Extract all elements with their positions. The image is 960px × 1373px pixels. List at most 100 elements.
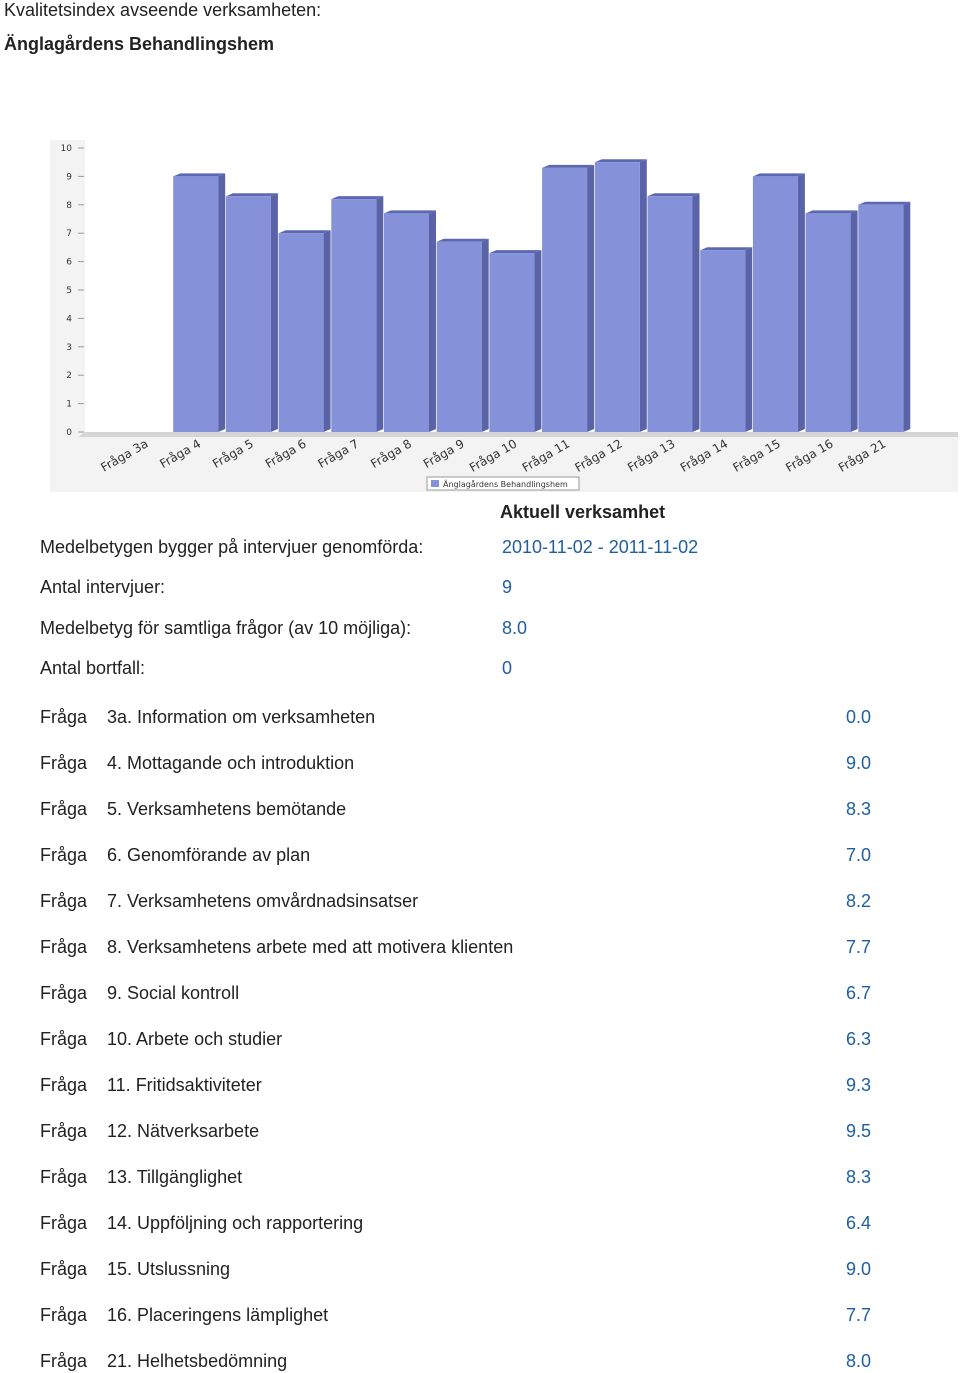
- bar-top: [700, 247, 753, 251]
- question-prefix: Fråga: [40, 983, 88, 1003]
- bar-side: [323, 230, 331, 432]
- y-tick-label: 3: [66, 343, 72, 353]
- bar: [542, 167, 588, 432]
- question-value: 9.3: [846, 1075, 872, 1095]
- column-header: Aktuell verksamhet: [500, 502, 666, 522]
- summary-value: 9: [502, 577, 513, 598]
- bar: [436, 241, 482, 432]
- bar-top: [173, 173, 226, 177]
- question-value: 7.7: [846, 937, 872, 957]
- bar-side: [639, 159, 647, 432]
- y-tick-label: 10: [61, 144, 73, 154]
- question-value: 7.0: [846, 845, 872, 865]
- question-value: 9.0: [846, 753, 872, 773]
- bar-side: [534, 250, 542, 432]
- bar: [594, 162, 640, 432]
- question-prefix: Fråga: [40, 937, 88, 957]
- summary-value: 0: [502, 657, 513, 678]
- y-tick-label: 5: [66, 286, 72, 296]
- y-tick-label: 1: [66, 400, 72, 410]
- bar: [805, 213, 851, 432]
- bar: [752, 176, 798, 432]
- summary-label: Medelbetyg för samtliga frågor (av 10 mö…: [40, 617, 412, 638]
- question-label: 6. Genomförande av plan: [107, 845, 311, 865]
- bar-side: [797, 173, 805, 432]
- summary-label: Antal bortfall:: [40, 657, 146, 678]
- question-prefix: Fråga: [40, 1121, 88, 1141]
- bar-side: [429, 210, 436, 432]
- bar-side: [850, 210, 858, 432]
- question-prefix: Fråga: [40, 845, 88, 865]
- question-value: 7.7: [846, 1305, 872, 1325]
- bar: [331, 199, 377, 432]
- question-prefix: Fråga: [40, 753, 88, 773]
- question-prefix: Fråga: [40, 1213, 88, 1233]
- question-value: 6.4: [846, 1213, 872, 1233]
- bar-top: [278, 230, 331, 234]
- bar: [278, 233, 324, 432]
- question-label: 12. Nätverksarbete: [107, 1121, 260, 1141]
- bar-top: [489, 250, 542, 254]
- y-tick-label: 0: [66, 428, 72, 438]
- question-label: 7. Verksamhetens omvårdnadsinsatser: [107, 891, 419, 911]
- bar: [225, 196, 271, 432]
- bar: [173, 176, 219, 432]
- question-value: 8.3: [846, 1167, 872, 1187]
- legend-label: Änglagårdens Behandlingshem: [443, 479, 568, 489]
- y-tick-label: 8: [66, 201, 72, 211]
- summary-label: Medelbetygen bygger på intervjuer genomf…: [40, 537, 424, 557]
- question-value: 0.0: [846, 707, 872, 727]
- y-tick-label: 7: [66, 229, 72, 239]
- summary-value: 8.0: [502, 617, 528, 638]
- bar-top: [647, 193, 700, 197]
- question-label: 3a. Information om verksamheten: [107, 707, 376, 727]
- question-label: 14. Uppföljning och rapportering: [107, 1213, 364, 1233]
- bar-top: [384, 210, 436, 214]
- summary-value: 2010-11-02 - 2011-11-02: [502, 537, 699, 557]
- bar-top: [805, 210, 858, 214]
- bar-side: [745, 247, 753, 432]
- bar-top: [858, 201, 911, 205]
- question-value: 9.0: [846, 1259, 872, 1279]
- bar-top: [752, 173, 805, 177]
- legend-box: [426, 476, 580, 491]
- bar: [700, 250, 746, 432]
- bar-side: [481, 238, 489, 432]
- floor: [78, 432, 958, 437]
- question-label: 11. Fritidsaktiviteter: [107, 1075, 262, 1095]
- bar-side: [270, 193, 278, 432]
- question-label: 9. Social kontroll: [107, 983, 240, 1003]
- bar-side: [376, 196, 384, 432]
- bar-top: [225, 193, 278, 197]
- bar: [489, 253, 535, 432]
- bar-top: [436, 238, 489, 242]
- question-label: 10. Arbete och studier: [107, 1029, 283, 1049]
- question-label: 8. Verksamhetens arbete med att motivera…: [107, 937, 514, 957]
- bar: [858, 204, 904, 432]
- y-tick-label: 9: [66, 172, 72, 182]
- question-value: 8.2: [846, 891, 872, 911]
- y-tick-label: 2: [66, 371, 72, 381]
- legend-swatch: [431, 480, 439, 487]
- question-prefix: Fråga: [40, 891, 88, 911]
- y-tick-label: 4: [66, 314, 72, 324]
- bar-top: [331, 196, 384, 200]
- bar-top: [594, 159, 647, 163]
- question-label: 16. Placeringens lämplighet: [107, 1305, 329, 1325]
- question-value: 6.7: [846, 983, 872, 1003]
- question-label: 5. Verksamhetens bemötande: [107, 799, 347, 819]
- y-tick-label: 6: [66, 258, 72, 268]
- question-label: 15. Utslussning: [107, 1259, 231, 1279]
- question-value: 9.5: [846, 1121, 872, 1141]
- question-value: 8.3: [846, 799, 872, 819]
- question-prefix: Fråga: [40, 1259, 88, 1279]
- doc-title: Kvalitetsindex avseende verksamheten:: [4, 0, 322, 20]
- question-label: 21. Helhetsbedömning: [107, 1351, 288, 1371]
- question-label: 13. Tillgänglighet: [107, 1167, 243, 1187]
- bar: [384, 213, 429, 432]
- bar-side: [218, 173, 226, 432]
- unit-name: Änglagårdens Behandlingshem: [4, 34, 275, 54]
- question-prefix: Fråga: [40, 1075, 88, 1095]
